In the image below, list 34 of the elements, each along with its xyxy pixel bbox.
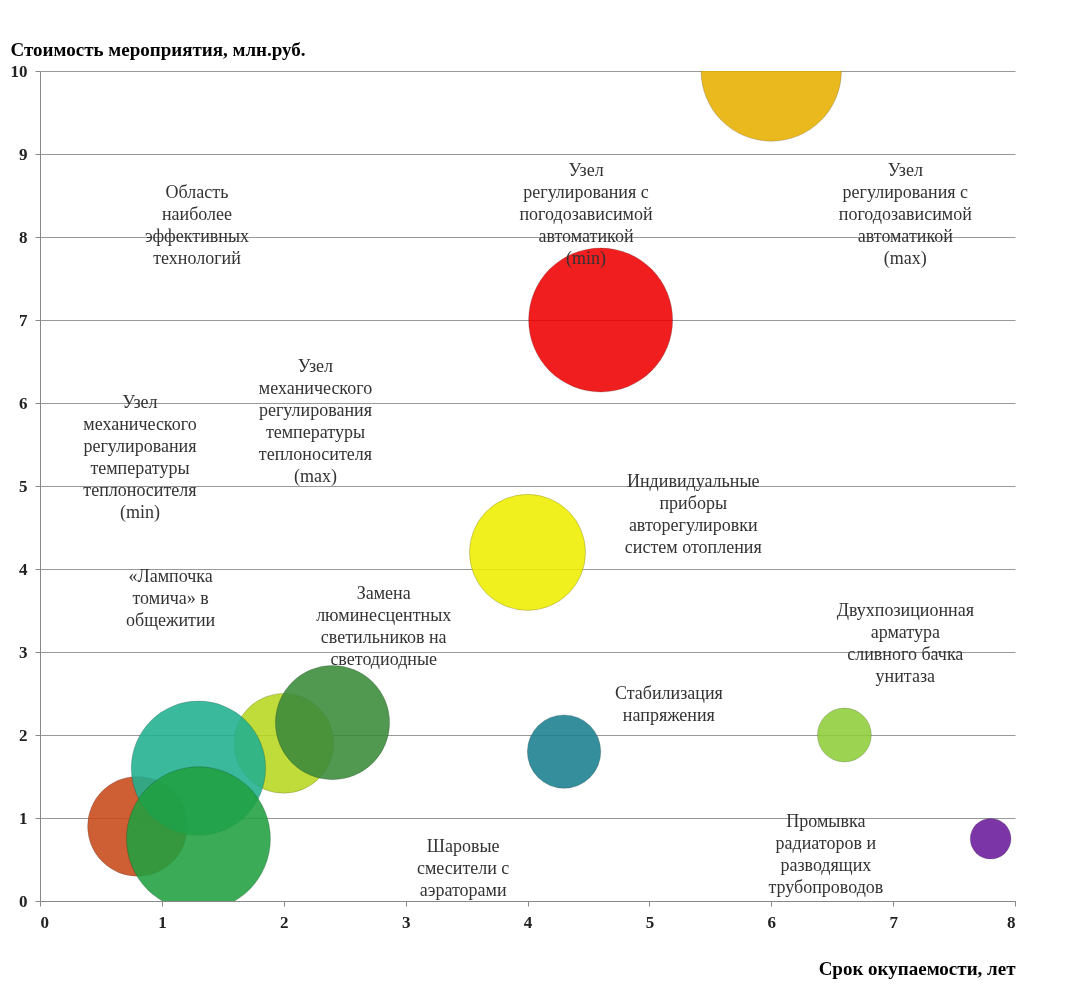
x-tick-label: 6 [767,912,776,932]
annotation: Узел механического регулирования температуры теплоносителя (max) [258,356,373,488]
x-tick-label: 0 [40,912,49,932]
y-tick-label: 8 [19,227,28,247]
x-tick-label: 2 [280,912,289,932]
annotation: Промывка радиаторов и разводящих трубопроводов [768,811,884,898]
annotation: Шаровые смесители с аэраторами [416,836,510,901]
y-tick-label: 2 [19,725,28,745]
y-tick-label: 0 [19,891,28,911]
x-tick-label: 7 [889,912,899,932]
x-tick-label: 5 [645,912,655,932]
y-tick-label: 7 [19,310,28,330]
y-tick-label: 1 [19,808,28,828]
annotation: Индивидуальные приборы авторегулировки систем отопления [624,470,762,557]
annotation: Узел регулирования с погодозависимой автоматикой (min) [519,159,653,269]
y-tick-label: 6 [19,393,28,413]
y-tick-label: 4 [19,559,28,579]
annotation: Двухпозиционная арматура сливного бачка унитаза [836,599,974,686]
y-tick-label: 5 [19,476,28,496]
y-tick-label: 9 [19,144,28,164]
x-tick-label: 4 [523,912,533,932]
x-tick-label: 3 [401,912,411,932]
x-tick-label: 8 [1007,912,1016,932]
y-tick-label: 10 [10,61,28,81]
x-tick-label: 1 [158,912,167,932]
annotation: Замена люминесцентных светильников на светодиодные [316,582,452,669]
annotation: «Лампочка томича» в общежитии [126,566,216,631]
annotation: Узел механического регулирования температуры теплоносителя (min) [83,392,197,523]
annotation: Стабилизация напряжения [614,682,723,725]
annotation: Узел регулирования с погодозависимой автоматикой (max) [838,159,973,269]
x-axis-title: Срок окупаемости, лет [818,957,1017,979]
y-tick-label: 3 [19,642,28,662]
y-axis-title: Стоимость мероприятия, млн.руб. [10,38,306,60]
annotation: Область наиболее эффективных технологий [144,182,250,269]
